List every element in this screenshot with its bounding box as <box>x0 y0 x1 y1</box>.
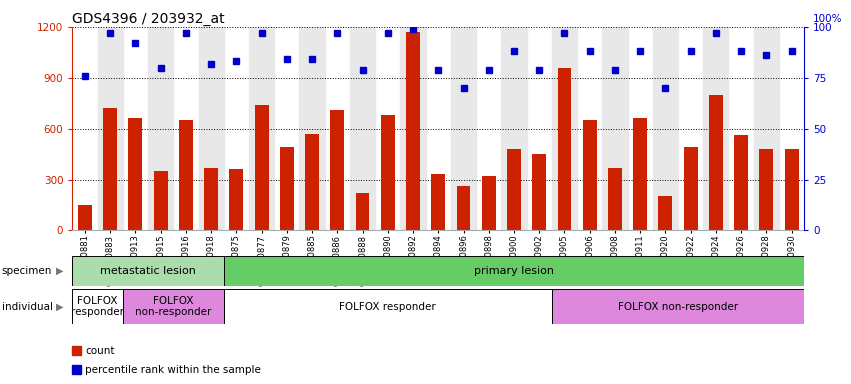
Bar <box>583 120 597 230</box>
Bar <box>456 186 471 230</box>
Bar <box>204 168 218 230</box>
Bar <box>653 27 678 230</box>
Text: 100%: 100% <box>813 14 842 24</box>
Text: ▶: ▶ <box>55 301 63 312</box>
Text: percentile rank within the sample: percentile rank within the sample <box>85 365 261 375</box>
Bar <box>785 149 798 230</box>
Bar <box>78 205 92 230</box>
Bar <box>330 110 345 230</box>
Bar <box>381 115 395 230</box>
Bar <box>608 168 622 230</box>
Bar <box>306 134 319 230</box>
Text: FOLFOX
non-responder: FOLFOX non-responder <box>135 296 211 318</box>
Bar <box>633 118 647 230</box>
Bar <box>72 289 123 324</box>
Bar <box>280 147 294 230</box>
Text: GDS4396 / 203932_at: GDS4396 / 203932_at <box>72 12 225 26</box>
Bar <box>703 27 728 230</box>
Text: ▶: ▶ <box>55 266 63 276</box>
Text: FOLFOX non-responder: FOLFOX non-responder <box>618 301 738 312</box>
Bar <box>406 32 420 230</box>
Bar <box>603 27 627 230</box>
Text: individual: individual <box>2 301 53 312</box>
Bar <box>431 174 445 230</box>
Text: count: count <box>85 346 115 356</box>
Bar <box>198 27 224 230</box>
Bar <box>224 289 551 324</box>
Bar <box>557 68 571 230</box>
Bar <box>148 27 174 230</box>
Bar <box>98 27 123 230</box>
Bar <box>249 27 274 230</box>
Bar <box>507 149 521 230</box>
Bar <box>659 197 672 230</box>
Bar <box>551 289 804 324</box>
Bar <box>72 256 224 286</box>
Bar <box>179 120 193 230</box>
Text: FOLFOX
responder: FOLFOX responder <box>71 296 124 318</box>
Bar <box>123 289 224 324</box>
Bar <box>551 27 577 230</box>
Text: specimen: specimen <box>2 266 52 276</box>
Bar <box>350 27 375 230</box>
Bar <box>451 27 476 230</box>
Bar <box>532 154 546 230</box>
Bar <box>709 95 722 230</box>
Bar <box>759 149 774 230</box>
Text: primary lesion: primary lesion <box>474 266 554 276</box>
Bar <box>129 118 142 230</box>
Bar <box>230 169 243 230</box>
Bar <box>356 193 369 230</box>
Bar <box>683 147 698 230</box>
Bar <box>501 27 527 230</box>
Bar <box>224 256 804 286</box>
Bar <box>154 171 168 230</box>
Text: FOLFOX responder: FOLFOX responder <box>340 301 437 312</box>
Bar <box>734 136 748 230</box>
Bar <box>300 27 325 230</box>
Bar <box>482 176 495 230</box>
Bar <box>103 108 117 230</box>
Text: metastatic lesion: metastatic lesion <box>100 266 196 276</box>
Bar <box>254 105 269 230</box>
Bar <box>754 27 779 230</box>
Bar <box>401 27 426 230</box>
